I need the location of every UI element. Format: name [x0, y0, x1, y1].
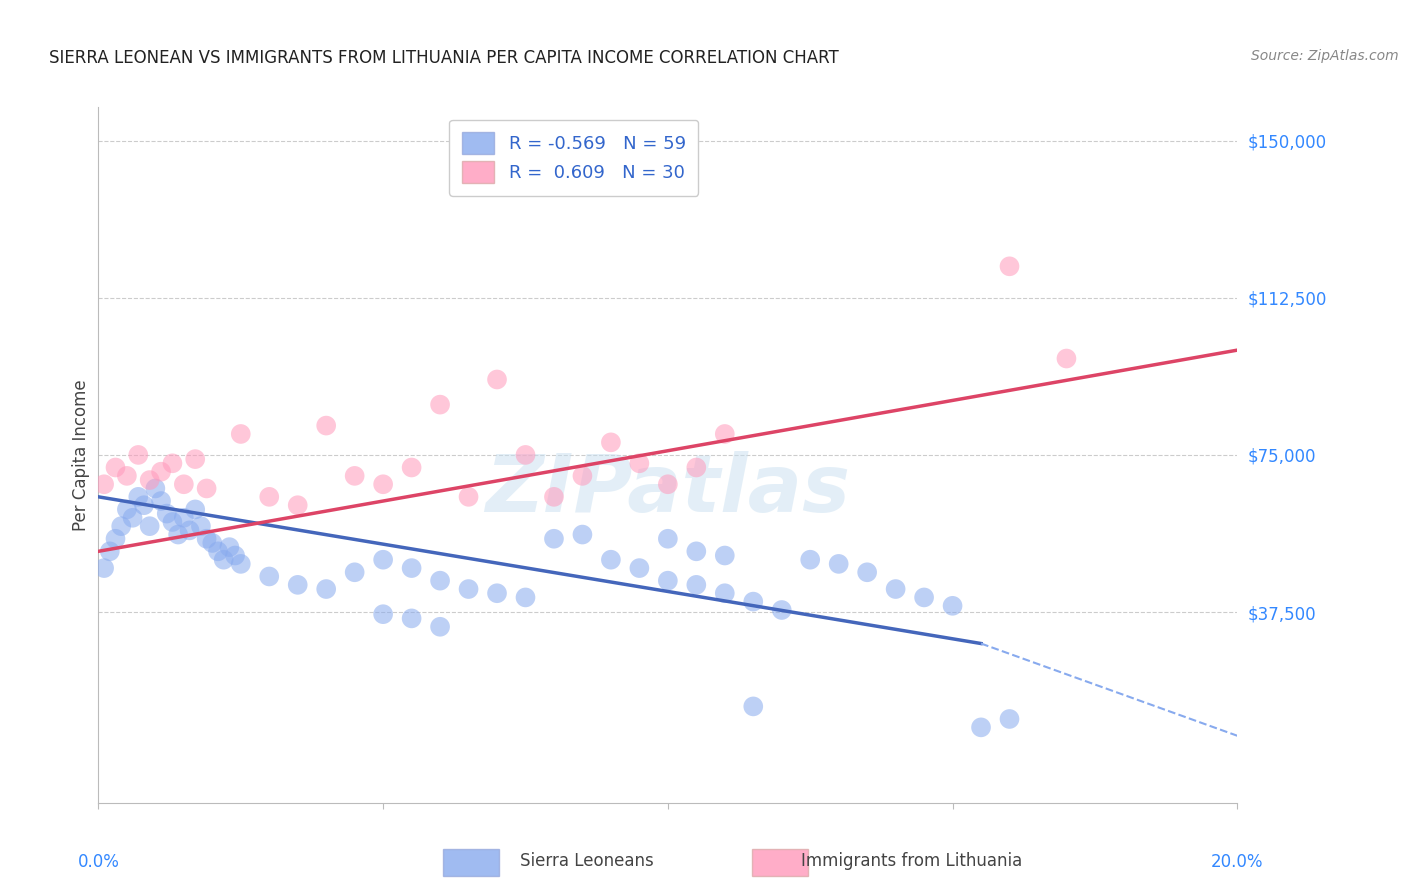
Text: Source: ZipAtlas.com: Source: ZipAtlas.com — [1251, 49, 1399, 63]
Point — [373, 552, 395, 566]
Point — [828, 557, 851, 571]
Point — [799, 552, 821, 566]
Point — [162, 515, 184, 529]
Point — [138, 473, 160, 487]
Point — [224, 549, 246, 563]
Point — [315, 582, 337, 596]
Point — [657, 532, 679, 546]
Point — [1056, 351, 1078, 366]
Point — [856, 566, 879, 580]
Point — [179, 524, 201, 538]
Point — [93, 561, 115, 575]
Point — [173, 510, 195, 524]
Point — [115, 468, 138, 483]
Point — [543, 490, 565, 504]
Point — [770, 603, 793, 617]
Point — [685, 544, 707, 558]
Point — [628, 561, 651, 575]
Point — [162, 456, 184, 470]
Point — [429, 574, 451, 588]
Legend: R = -0.569   N = 59, R =  0.609   N = 30: R = -0.569 N = 59, R = 0.609 N = 30 — [449, 120, 699, 196]
Point — [685, 460, 707, 475]
Point — [401, 561, 423, 575]
Text: Immigrants from Lithuania: Immigrants from Lithuania — [801, 852, 1022, 870]
Point — [685, 578, 707, 592]
Text: Sierra Leoneans: Sierra Leoneans — [520, 852, 654, 870]
Text: ZIPatlas: ZIPatlas — [485, 450, 851, 529]
Text: 20.0%: 20.0% — [1211, 853, 1264, 871]
Point — [104, 460, 127, 475]
Point — [884, 582, 907, 596]
Point — [657, 574, 679, 588]
Point — [156, 507, 179, 521]
Point — [132, 498, 155, 512]
Text: SIERRA LEONEAN VS IMMIGRANTS FROM LITHUANIA PER CAPITA INCOME CORRELATION CHART: SIERRA LEONEAN VS IMMIGRANTS FROM LITHUA… — [49, 49, 839, 67]
Point — [401, 611, 423, 625]
Point — [138, 519, 160, 533]
Point — [742, 699, 765, 714]
Point — [110, 519, 132, 533]
Point — [457, 490, 479, 504]
Point — [121, 510, 143, 524]
Point — [229, 557, 252, 571]
Point — [373, 607, 395, 622]
Point — [201, 536, 224, 550]
Point — [127, 490, 149, 504]
Point — [714, 549, 737, 563]
Point — [229, 427, 252, 442]
Point — [486, 372, 509, 386]
Point — [970, 720, 993, 734]
Point — [259, 490, 281, 504]
Point — [259, 569, 281, 583]
Point — [195, 532, 218, 546]
Point — [287, 578, 309, 592]
Point — [429, 620, 451, 634]
Point — [600, 552, 623, 566]
Point — [167, 527, 190, 541]
Point — [998, 712, 1021, 726]
Point — [942, 599, 965, 613]
Text: 0.0%: 0.0% — [77, 853, 120, 871]
Point — [343, 468, 366, 483]
Point — [93, 477, 115, 491]
Point — [173, 477, 195, 491]
Point — [150, 465, 173, 479]
Point — [429, 398, 451, 412]
Point — [600, 435, 623, 450]
Point — [515, 448, 537, 462]
Point — [571, 527, 593, 541]
Point — [184, 452, 207, 467]
Point — [571, 468, 593, 483]
Point — [714, 586, 737, 600]
Point — [373, 477, 395, 491]
Point — [184, 502, 207, 516]
Point — [714, 427, 737, 442]
Point — [104, 532, 127, 546]
Point — [343, 566, 366, 580]
Point — [628, 456, 651, 470]
Point — [150, 494, 173, 508]
Point — [287, 498, 309, 512]
Point — [401, 460, 423, 475]
Point — [543, 532, 565, 546]
Y-axis label: Per Capita Income: Per Capita Income — [72, 379, 90, 531]
Point — [145, 482, 167, 496]
Point — [315, 418, 337, 433]
Point — [98, 544, 121, 558]
Point — [912, 591, 935, 605]
Point — [457, 582, 479, 596]
Point — [195, 482, 218, 496]
Point — [207, 544, 229, 558]
Point — [657, 477, 679, 491]
Point — [127, 448, 149, 462]
Point — [486, 586, 509, 600]
Point — [742, 594, 765, 608]
Point — [115, 502, 138, 516]
Point — [212, 552, 235, 566]
Point — [998, 260, 1021, 274]
Point — [190, 519, 212, 533]
Point — [218, 540, 240, 554]
Point — [515, 591, 537, 605]
